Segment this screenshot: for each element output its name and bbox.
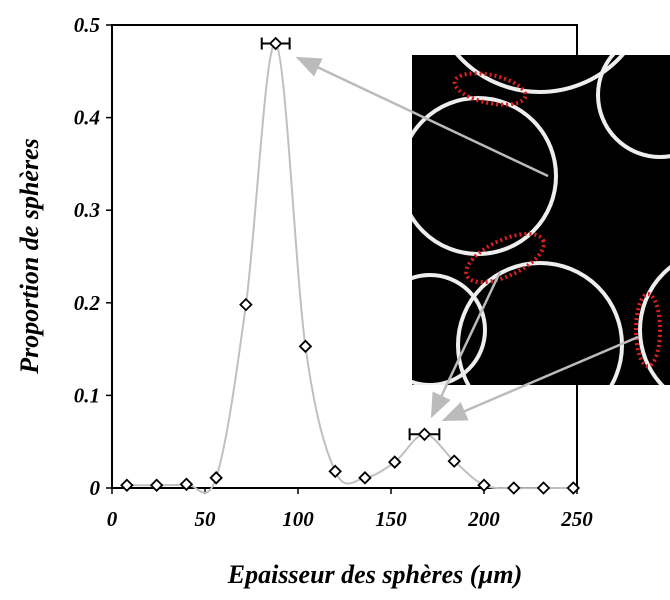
data-point: [387, 455, 402, 469]
data-point: [239, 297, 253, 312]
y-tick-label: 0.3: [74, 198, 100, 222]
data-point: [566, 481, 581, 495]
data-point: [268, 36, 283, 51]
x-tick-label: 200: [467, 507, 500, 531]
y-tick-label: 0.1: [74, 383, 100, 407]
x-tick-label: 0: [107, 507, 118, 531]
x-tick-label: 50: [195, 507, 217, 531]
y-tick-label: 0.2: [74, 291, 101, 315]
data-point: [209, 471, 223, 485]
data-point: [328, 464, 342, 479]
y-tick-label: 0.4: [74, 106, 100, 130]
data-point: [506, 481, 521, 495]
data-point: [417, 427, 432, 442]
data-point: [149, 478, 164, 492]
x-tick-label: 250: [560, 507, 593, 531]
data-point: [358, 471, 372, 485]
arrow: [430, 271, 502, 419]
x-axis-title: Epaisseur des sphères (µm): [227, 560, 523, 589]
arrows: [295, 56, 639, 422]
inset-image: [412, 55, 670, 385]
data-point: [477, 478, 491, 492]
x-tick-label: 100: [282, 507, 314, 531]
data-point: [447, 454, 462, 468]
arrow: [441, 335, 639, 422]
arrow: [295, 56, 549, 178]
data-point: [536, 481, 551, 495]
data-point: [179, 477, 194, 492]
data-point: [120, 478, 134, 492]
y-axis-title: Proportion de sphères: [15, 138, 44, 374]
y-tick-label: 0: [90, 476, 101, 500]
x-tick-label: 150: [375, 507, 407, 531]
y-tick-label: 0.5: [74, 13, 100, 37]
data-point: [298, 339, 313, 354]
